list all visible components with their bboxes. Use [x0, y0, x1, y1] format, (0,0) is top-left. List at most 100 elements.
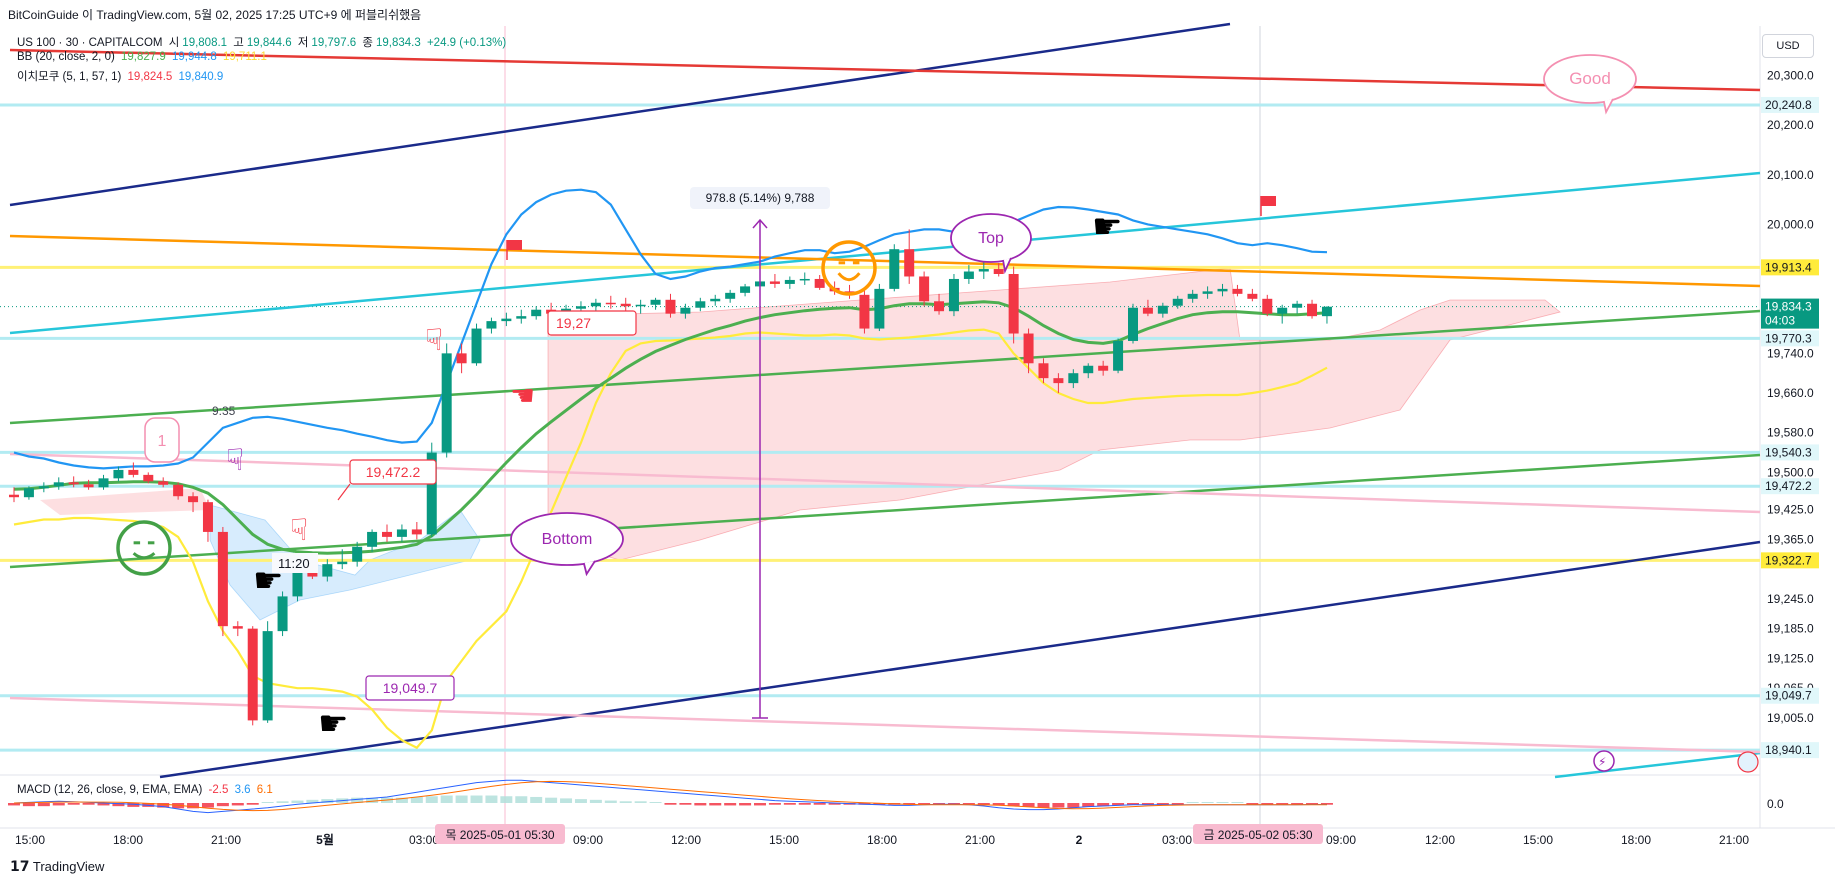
lightning-glyph-icon: ⚡ [1598, 755, 1606, 769]
symbol-name[interactable]: US 100 · 30 · CAPITALCOM [17, 37, 163, 49]
candle-86 [1292, 300, 1303, 314]
ichimoku-b-value: 19,840.9 [178, 71, 224, 83]
smiley-orange-mouth-icon [837, 272, 861, 282]
bb-upper-line [13, 188, 1328, 470]
callout-1927-box [547, 310, 637, 336]
macd-bar-49 [739, 803, 752, 806]
ichimoku-cloud-left [40, 488, 210, 515]
candle-body [575, 306, 586, 309]
macd-bar-70 [1052, 803, 1065, 808]
macd-bar-24 [366, 797, 379, 803]
smiley-orange-face-icon [821, 240, 877, 296]
bb-legend[interactable]: BB (20, close, 2, 0) 19,827.9 19,944.8 1… [17, 51, 270, 63]
macd-bar-46 [694, 803, 707, 806]
price-label-5: 19,540.3 [1765, 445, 1812, 459]
price-label-bg-3 [1761, 312, 1819, 329]
x-tick-12: 09:00 [1326, 833, 1356, 847]
macd-bar-43 [649, 802, 662, 803]
candle-26 [396, 524, 407, 542]
macd-bar-44 [664, 803, 677, 805]
candle-27 [411, 522, 422, 540]
candle-body [1232, 288, 1243, 294]
candle-body [292, 571, 303, 597]
candle-65 [978, 261, 989, 279]
macd-value-1: -2.5 [208, 784, 229, 796]
price-label-4: 19,770.3 [1765, 331, 1812, 345]
macd-bar-78 [1171, 803, 1184, 805]
bb-label: BB (20, close, 2, 0) [17, 51, 115, 63]
macd-bar-82 [1231, 802, 1244, 803]
x-tick-1: 18:00 [113, 833, 143, 847]
price-label-bg-9 [1761, 742, 1819, 759]
footer-brand-label: TradingView [32, 859, 105, 874]
high-label: 고 [233, 37, 244, 49]
candle-84 [1262, 294, 1273, 317]
price-label-bg-2 [1761, 298, 1819, 315]
top-label-text: Top [978, 230, 1004, 247]
candle-body [1202, 291, 1213, 294]
candle-58 [874, 283, 885, 332]
candle-69 [1038, 358, 1049, 384]
bb-basis-value: 19,827.9 [121, 51, 166, 63]
macd-value-2: 3.6 [234, 784, 251, 796]
macd-bar-77 [1156, 803, 1169, 805]
macd-bar-58 [873, 803, 886, 805]
price-label-bg-0 [1761, 96, 1819, 113]
candle-3 [53, 477, 64, 490]
candle-body [1023, 333, 1034, 364]
macd-bar-15 [231, 803, 244, 806]
x-tick-7: 15:00 [769, 833, 799, 847]
candle-body [441, 353, 452, 453]
macd-bar-85 [1276, 803, 1289, 805]
y-tick-0: 20,300.0 [1767, 69, 1814, 83]
x-tick-2: 21:00 [211, 833, 241, 847]
candle-15 [232, 621, 243, 637]
candle-54 [814, 274, 825, 290]
callout-19472-text: 19,472.2 [366, 464, 421, 480]
bottom-label-bubble [510, 512, 624, 566]
macd-bar-8 [127, 803, 140, 807]
macd-bar-34 [515, 796, 528, 803]
candle-body [411, 529, 422, 535]
macd-bar-67 [1007, 803, 1020, 807]
change-value: +24.9 (+0.13%) [426, 37, 507, 49]
candle-body [1142, 307, 1153, 314]
candle-body [1262, 298, 1273, 314]
measure-label-bg [690, 187, 830, 209]
bb-upper-value: 19,944.8 [171, 51, 217, 63]
candle-body [128, 469, 139, 475]
candle-body [590, 302, 601, 307]
candle-66 [993, 263, 1004, 277]
macd-bar-1 [22, 803, 35, 807]
x-tick-13: 12:00 [1425, 833, 1455, 847]
candle-body [322, 564, 333, 577]
macd-legend[interactable]: MACD (12, 26, close, 9, EMA, EMA) -2.5 3… [17, 784, 276, 796]
footer-brand[interactable]: 𝟭𝟳 TradingView [10, 858, 104, 875]
candle-22 [337, 549, 348, 570]
macd-bar-28 [425, 796, 438, 803]
close-label: 종 [362, 37, 373, 49]
top-label-bubble [950, 213, 1032, 263]
macd-bar-29 [440, 795, 453, 803]
macd-bar-21 [321, 799, 334, 803]
price-label-bg-4 [1761, 330, 1819, 347]
candle-76 [1142, 299, 1153, 317]
us-flag-icon [1737, 751, 1759, 773]
candle-body [948, 278, 959, 312]
candle-body [352, 546, 363, 562]
macd-bar-50 [754, 803, 766, 806]
bb-lower-value: 19,711.1 [222, 51, 267, 63]
trendline-green-lower [9, 453, 1761, 569]
candle-body [1292, 303, 1303, 308]
open-label: 시 [168, 37, 180, 49]
candle-body [1217, 288, 1228, 292]
candle-8 [128, 462, 139, 478]
ichimoku-legend[interactable]: 이치모쿠 (5, 1, 57, 1) 19,824.5 19,840.9 [17, 68, 226, 84]
trendline-navy-upper [9, 22, 1231, 207]
macd-bar-60 [903, 803, 916, 805]
candle-72 [1083, 363, 1094, 379]
candle-body [173, 484, 184, 497]
currency-button[interactable]: USD [1762, 34, 1814, 58]
